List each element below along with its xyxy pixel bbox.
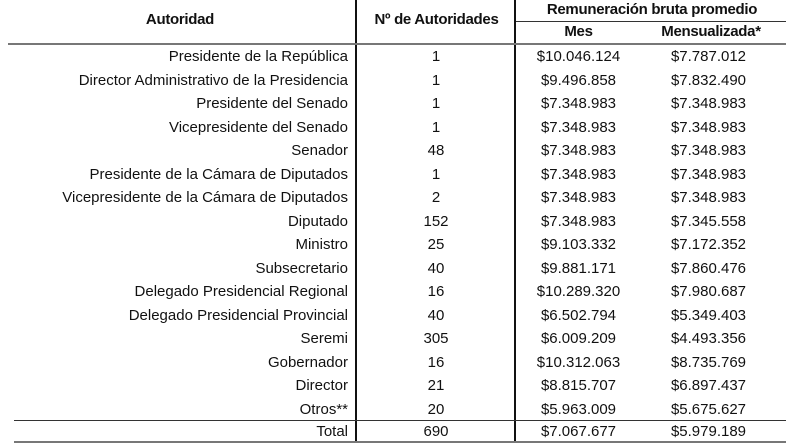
autoridad-cell: Gobernador: [267, 353, 348, 371]
mes-cell: $6.502.794: [540, 306, 617, 324]
n-cell: 16: [427, 353, 445, 371]
mes-cell: $10.046.124: [536, 48, 621, 65]
table-row: Director 21 $8.815.707 $6.897.437: [0, 374, 790, 398]
mes-cell: $7.348.983: [540, 142, 617, 159]
autoridad-cell: Ministro: [295, 236, 348, 253]
mes-cell: $5.963.009: [540, 400, 617, 418]
column-divider: [355, 0, 357, 443]
n-cell: 2: [431, 189, 441, 206]
autoridad-cell: Diputado: [287, 212, 348, 230]
bottom-rule: [14, 441, 786, 443]
n-cell: 1: [431, 71, 441, 89]
total-row: Total 690 $7.067.677 $5.979.189: [0, 420, 790, 444]
n-cell: 16: [427, 283, 445, 300]
mensualizada-cell: $8.735.769: [670, 353, 747, 371]
mensualizada-cell: $4.493.356: [670, 330, 747, 347]
mes-cell: $9.496.858: [540, 71, 617, 89]
table-row: Otros** 20 $5.963.009 $5.675.627: [0, 398, 790, 422]
n-cell: 48: [427, 142, 445, 159]
table-row: Seremi 305 $6.009.209 $4.493.356: [0, 327, 790, 351]
table-row: Delegado Presidencial Provincial 40 $6.502…: [0, 304, 790, 328]
mes-cell: $9.103.332: [540, 236, 617, 253]
table-row: Delegado Presidencial Regional 16 $10.289.…: [0, 280, 790, 304]
total-mes: $7.067.677: [540, 423, 617, 440]
autoridad-cell: Presidente de la Cámara de Diputados: [89, 165, 349, 183]
n-cell: 40: [427, 306, 445, 324]
mes-cell: $8.815.707: [540, 377, 617, 394]
column-divider: [514, 0, 516, 443]
mensualizada-cell: $7.345.558: [670, 212, 747, 230]
mensualizada-cell: $7.348.983: [670, 165, 747, 183]
table-row: Director Administrativo de la Presidenci…: [0, 69, 790, 93]
total-mensualizada: $5.979.189: [670, 423, 747, 440]
n-cell: 21: [427, 377, 445, 394]
n-cell: 1: [431, 48, 441, 65]
autoridad-cell: Delegado Presidencial Provincial: [128, 306, 348, 324]
autoridad-cell: Presidente del Senado: [196, 95, 348, 112]
mes-cell: $6.009.209: [540, 330, 617, 347]
n-cell: 1: [431, 118, 441, 136]
table-row: Vicepresidente de la Cámara de Diputados…: [0, 186, 790, 210]
mes-cell: $7.348.983: [540, 118, 617, 136]
header-rule: [8, 43, 786, 45]
mensualizada-cell: $7.172.352: [670, 236, 747, 253]
autoridad-cell: Senador: [291, 142, 348, 159]
autoridad-cell: Director Administrativo de la Presidenci…: [78, 71, 348, 89]
autoridad-cell: Seremi: [300, 330, 348, 347]
mes-cell: $10.289.320: [536, 283, 621, 300]
table-row: Presidente de la Cámara de Diputados 1 $7.…: [0, 163, 790, 187]
header-n-autoridades: Nº de Autoridades: [374, 11, 499, 28]
subheader-rule: [516, 21, 786, 22]
total-label: Total: [316, 423, 348, 440]
mensualizada-cell: $7.860.476: [670, 259, 747, 277]
table-row: Ministro 25 $9.103.332 $7.172.352: [0, 233, 790, 257]
table-row: Presidente del Senado 1 $7.348.983 $7.348.9…: [0, 92, 790, 116]
autoridad-cell: Subsecretario: [255, 259, 348, 277]
mensualizada-cell: $7.348.983: [670, 142, 747, 159]
n-cell: 20: [427, 400, 445, 418]
n-cell: 152: [423, 212, 449, 230]
mensualizada-cell: $6.897.437: [670, 377, 747, 394]
mensualizada-cell: $5.675.627: [670, 400, 747, 418]
mes-cell: $7.348.983: [540, 165, 617, 183]
autoridad-cell: Vicepresidente de la Cámara de Diputados: [62, 189, 348, 206]
autoridad-cell: Delegado Presidencial Regional: [134, 283, 348, 300]
table-row: Subsecretario 40 $9.881.171 $7.860.476: [0, 257, 790, 281]
header-mes: Mes: [564, 23, 593, 40]
table-row: Gobernador 16 $10.312.063 $8.735.769: [0, 351, 790, 375]
header-mensualizada: Mensualizada*: [661, 23, 761, 40]
mes-cell: $10.312.063: [536, 353, 621, 371]
autoridad-cell: Director: [295, 377, 348, 394]
mensualizada-cell: $7.980.687: [670, 283, 747, 300]
mensualizada-cell: $7.348.983: [670, 189, 747, 206]
n-cell: 25: [427, 236, 445, 253]
mensualizada-cell: $7.348.983: [670, 118, 747, 136]
header-remuneracion: Remuneración bruta promedio: [546, 1, 758, 18]
autoridad-cell: Presidente de la República: [168, 48, 348, 65]
table-row: Vicepresidente del Senado 1 $7.348.983 $7.3…: [0, 116, 790, 140]
n-cell: 1: [431, 165, 441, 183]
total-n: 690: [423, 423, 449, 440]
mensualizada-cell: $7.348.983: [670, 95, 747, 112]
mensualizada-cell: $5.349.403: [670, 306, 747, 324]
mes-cell: $7.348.983: [540, 189, 617, 206]
autoridad-cell: Vicepresidente del Senado: [168, 118, 348, 136]
mes-cell: $7.348.983: [540, 95, 617, 112]
n-cell: 1: [431, 95, 441, 112]
mensualizada-cell: $7.787.012: [670, 48, 747, 65]
mensualizada-cell: $7.832.490: [670, 71, 747, 89]
n-cell: 305: [423, 330, 449, 347]
table-row: Presidente de la República 1 $10.046.124 $7…: [0, 45, 790, 69]
mes-cell: $7.348.983: [540, 212, 617, 230]
table-row: Senador 48 $7.348.983 $7.348.983: [0, 139, 790, 163]
header-autoridad: Autoridad: [145, 11, 215, 28]
n-cell: 40: [427, 259, 445, 277]
autoridad-cell: Otros**: [299, 400, 348, 418]
table-row: Diputado 152 $7.348.983 $7.345.558: [0, 210, 790, 234]
mes-cell: $9.881.171: [540, 259, 617, 277]
total-rule: [14, 420, 786, 421]
